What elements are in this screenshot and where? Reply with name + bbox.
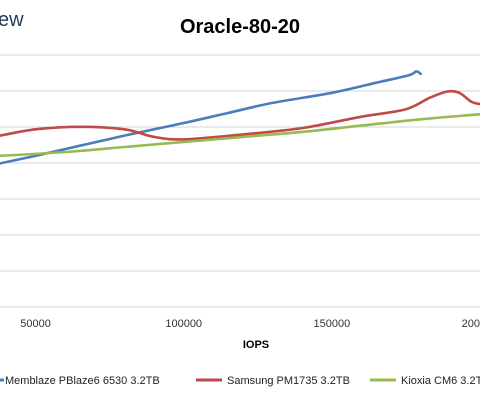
x-tick-label: 50000 bbox=[20, 318, 51, 330]
chart-title: Oracle-80-20 bbox=[180, 16, 300, 38]
x-tick-label: 200000 bbox=[462, 318, 480, 330]
series-line bbox=[0, 70, 422, 165]
legend: Memblaze PBlaze6 6530 3.2TB Samsung PM173… bbox=[0, 375, 480, 387]
x-tick-labels: 50000 100000 150000 200000 bbox=[20, 318, 480, 330]
brand-logo-text: ew bbox=[0, 9, 24, 31]
legend-label: Memblaze PBlaze6 6530 3.2TB bbox=[5, 375, 160, 387]
legend-label: Kioxia CM6 3.2TB bbox=[401, 375, 480, 387]
x-axis-label: IOPS bbox=[243, 339, 269, 351]
series-line bbox=[0, 112, 480, 158]
gridlines bbox=[0, 54, 480, 308]
series-lines bbox=[0, 70, 480, 165]
legend-label: Samsung PM1735 3.2TB bbox=[227, 375, 350, 387]
x-tick-label: 150000 bbox=[313, 318, 350, 330]
x-tick-label: 100000 bbox=[165, 318, 202, 330]
series-line bbox=[0, 89, 480, 141]
